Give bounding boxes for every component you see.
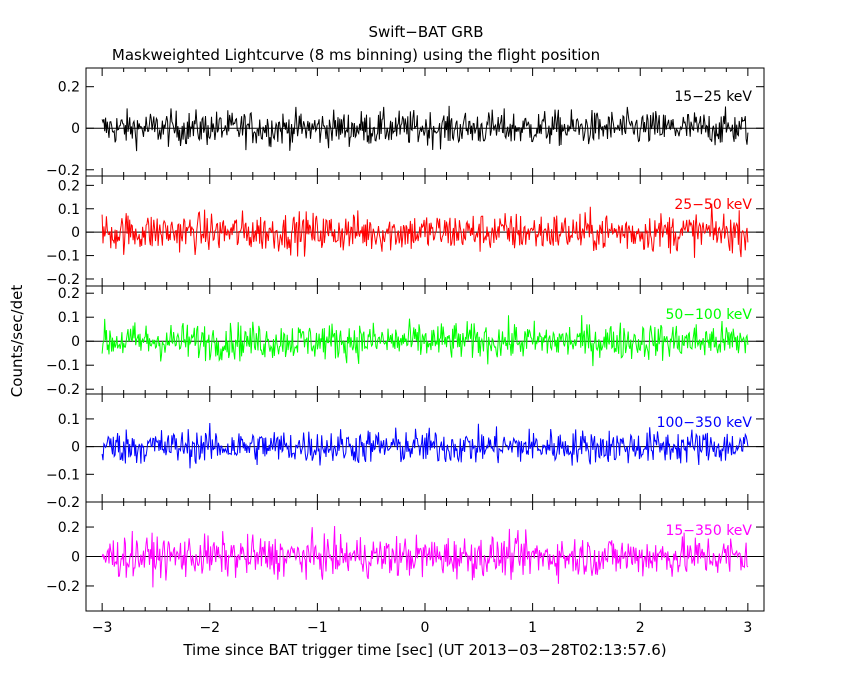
y-tick-label: −0.2 bbox=[46, 382, 80, 398]
y-tick-label: 0.1 bbox=[58, 412, 80, 428]
panels-group: −0.2 0 0.2 15−25 keV −0.2 −0.1 0 0.1 0.2 25−50 ke… bbox=[46, 67, 765, 636]
y-tick-label: 0.2 bbox=[58, 520, 80, 536]
band-label-panel-4: 100−350 keV bbox=[657, 415, 753, 431]
band-label-panel-3: 50−100 keV bbox=[665, 307, 752, 323]
band-label-panel-5: 15−350 keV bbox=[665, 523, 752, 539]
y-tick-label: 0.2 bbox=[58, 178, 80, 194]
x-tick-label: −2 bbox=[199, 620, 220, 636]
lightcurve-trace-panel-2 bbox=[101, 203, 749, 258]
y-tick-label: 0.2 bbox=[58, 80, 80, 96]
y-tick-label: −0.2 bbox=[46, 163, 80, 179]
y-tick-label: −0.2 bbox=[46, 272, 80, 288]
x-tick-label: −1 bbox=[307, 620, 328, 636]
lightcurve-trace-panel-4 bbox=[101, 422, 749, 469]
y-tick-label: 0 bbox=[71, 550, 80, 566]
y-tick-label: 0 bbox=[71, 440, 80, 456]
band-label-panel-2: 25−50 keV bbox=[674, 197, 752, 213]
y-tick-label: −0.2 bbox=[46, 579, 80, 595]
lightcurve-trace-panel-1 bbox=[101, 105, 749, 152]
band-label-panel-1: 15−25 keV bbox=[674, 89, 752, 105]
x-axis-label: Time since BAT trigger time [sec] (UT 20… bbox=[182, 641, 666, 659]
y-tick-label: 0 bbox=[71, 225, 80, 241]
lightcurve-trace-panel-5 bbox=[101, 525, 749, 588]
y-tick-label: 0 bbox=[71, 121, 80, 137]
y-tick-label: 0 bbox=[71, 334, 80, 350]
chart-title: Swift−BAT GRB bbox=[368, 23, 483, 41]
y-tick-label: −0.2 bbox=[46, 495, 80, 511]
y-tick-label: −0.1 bbox=[46, 358, 80, 374]
lightcurve-trace-panel-3 bbox=[101, 315, 749, 367]
y-tick-label: 0.1 bbox=[58, 202, 80, 218]
y-tick-label: 0.1 bbox=[58, 310, 80, 326]
x-tick-label: 3 bbox=[743, 620, 752, 636]
chart-subtitle: Maskweighted Lightcurve (8 ms binning) u… bbox=[112, 46, 600, 64]
x-tick-label: −3 bbox=[92, 620, 113, 636]
x-tick-label: 0 bbox=[421, 620, 430, 636]
x-tick-label: 1 bbox=[528, 620, 537, 636]
y-axis-label: Counts/sec/det bbox=[8, 285, 26, 398]
y-tick-label: 0.2 bbox=[58, 286, 80, 302]
y-tick-label: −0.1 bbox=[46, 467, 80, 483]
x-tick-label: 2 bbox=[636, 620, 645, 636]
y-tick-label: −0.1 bbox=[46, 249, 80, 265]
